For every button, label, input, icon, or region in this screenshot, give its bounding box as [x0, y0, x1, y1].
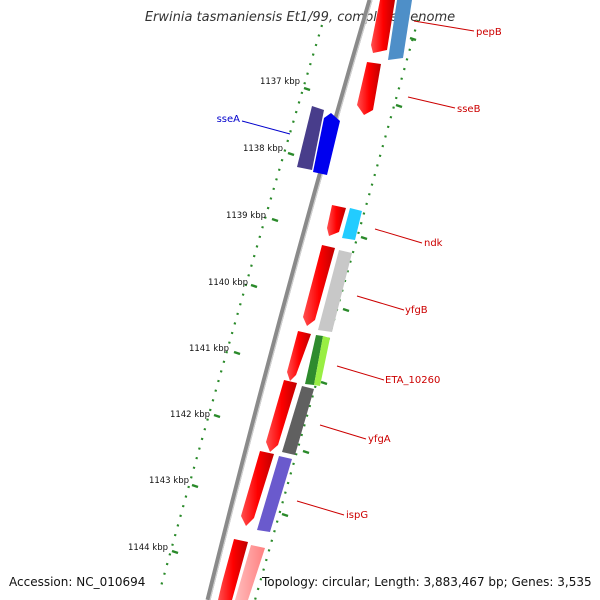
gene-label-ispg: ispG: [346, 510, 368, 521]
gene-label-sseb: sseB: [457, 104, 481, 115]
gene-feature[interactable]: [303, 245, 335, 326]
outer-tick: [320, 380, 328, 386]
gene-label-eta10260: ETA_10260: [385, 375, 440, 386]
kbp-tick: [171, 549, 179, 555]
kbp-tick: [271, 217, 279, 223]
leader-line-eta10260: [336, 365, 385, 381]
gene-label-pepb: pepB: [476, 27, 502, 38]
forward-strand-features: [218, 0, 412, 600]
inner-dotted-ring: [158, 24, 324, 591]
tick-label: 1144 kbp: [128, 543, 168, 553]
outer-tick: [342, 307, 350, 313]
genome-backbone-highlight: [209, 0, 373, 600]
gene-feature[interactable]: [371, 0, 395, 53]
gene-feature[interactable]: [342, 208, 362, 240]
kbp-tick: [303, 86, 311, 92]
gene-label-ssea: sseA: [217, 114, 241, 125]
gene-feature[interactable]: [218, 539, 248, 600]
tick-label: 1141 kbp: [189, 344, 229, 354]
gene-label-yfgb: yfgB: [405, 305, 428, 316]
leader-line-yfgb: [356, 295, 405, 311]
outer-tick: [281, 512, 289, 518]
gene-feature[interactable]: [313, 113, 340, 175]
genome-backbone: [205, 0, 373, 600]
kbp-tick: [213, 413, 221, 419]
kbp-tick: [233, 350, 241, 356]
leader-line-ispg: [296, 500, 345, 516]
gene-feature[interactable]: [314, 336, 330, 386]
gene-feature[interactable]: [241, 451, 274, 526]
topology-label: Topology: circular; Length: 3,883,467 bp…: [262, 575, 592, 589]
outer-tick: [360, 235, 368, 241]
gene-feature[interactable]: [357, 62, 381, 115]
tick-label: 1138 kbp: [243, 144, 283, 154]
gene-feature[interactable]: [305, 335, 323, 385]
outer-tick: [409, 36, 417, 42]
gene-feature[interactable]: [235, 545, 265, 600]
accession-label: Accession: NC_010694: [9, 575, 146, 589]
gene-feature[interactable]: [327, 205, 346, 236]
leader-line-sseb: [407, 96, 456, 109]
gene-label-ndk: ndk: [424, 238, 443, 249]
leader-line-ndk: [374, 228, 423, 244]
outer-tick: [395, 103, 403, 109]
gene-feature[interactable]: [287, 331, 311, 381]
gene-feature-ssea[interactable]: [297, 106, 324, 170]
leader-line-pepb: [413, 20, 475, 32]
gene-feature[interactable]: [257, 456, 292, 532]
gene-feature[interactable]: [282, 386, 314, 455]
gene-feature[interactable]: [318, 250, 352, 332]
gene-feature[interactable]: [266, 380, 297, 452]
tick-label: 1143 kbp: [149, 476, 189, 486]
kbp-tick: [250, 283, 258, 289]
tick-label: 1137 kbp: [260, 77, 300, 87]
tick-label: 1139 kbp: [226, 211, 266, 221]
gene-feature[interactable]: [388, 0, 412, 60]
kbp-tick: [287, 151, 295, 157]
tick-label: 1140 kbp: [208, 278, 248, 288]
leader-line-yfga: [319, 424, 367, 440]
outer-tick: [302, 449, 310, 455]
gene-label-yfga: yfgA: [368, 434, 391, 445]
tick-label: 1142 kbp: [170, 410, 210, 420]
leader-line-ssea: [241, 120, 291, 135]
kbp-tick: [191, 483, 199, 489]
